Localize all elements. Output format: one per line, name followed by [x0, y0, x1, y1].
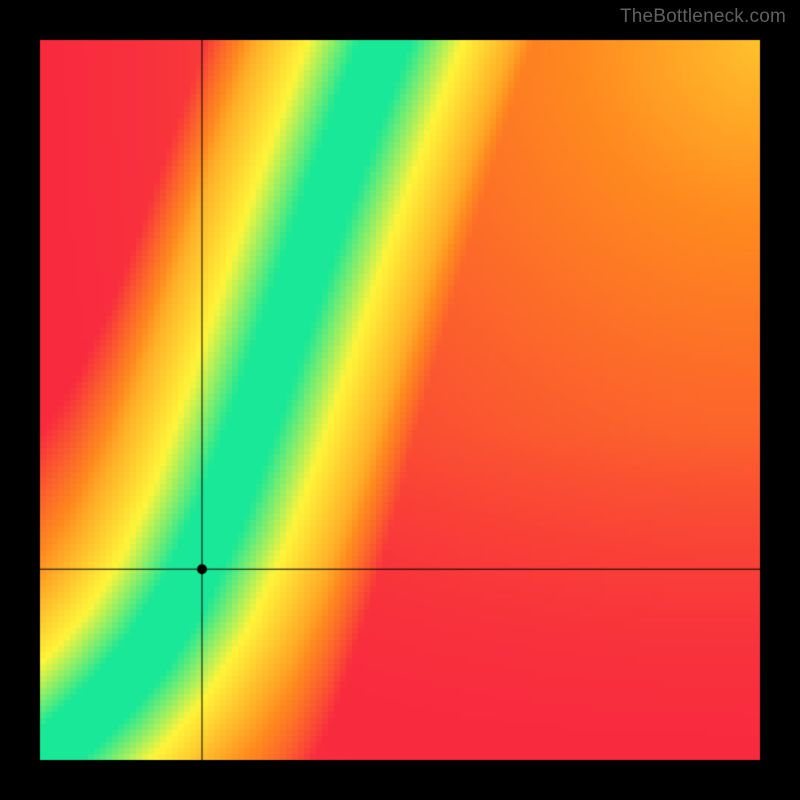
- bottleneck-heatmap: [0, 0, 800, 800]
- watermark-text: TheBottleneck.com: [620, 6, 786, 28]
- chart-container: TheBottleneck.com: [0, 0, 800, 800]
